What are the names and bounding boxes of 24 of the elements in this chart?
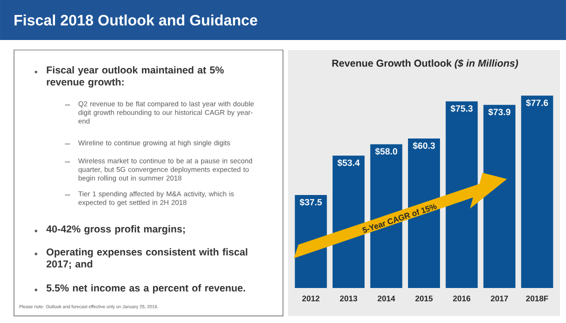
bar (521, 96, 554, 288)
text: Operating expenses consistent with fiscal 2017; and (46, 248, 248, 269)
data-label: $58.0 (375, 148, 398, 156)
annotation: 5-Year CAGR of 15% (362, 204, 437, 233)
x-tick-label: 2018F (526, 296, 548, 302)
data-label: $75.3 (450, 104, 473, 112)
data-label: $77.6 (526, 99, 548, 107)
x-tick-label: 2015 (415, 296, 433, 302)
data-label: $73.9 (488, 108, 510, 116)
x-tick-label: 2017 (490, 296, 508, 302)
data-label: $53.4 (337, 159, 360, 167)
data-label: $60.3 (412, 142, 435, 150)
x-tick-label: 2012 (302, 296, 320, 302)
text: 5.5% net income as a percent of revenue. (46, 284, 246, 294)
text: Fiscal 2018 Outlook and Guidance (14, 14, 258, 26)
chart-subtitle: Revenue Growth Outlook ($ in Millions) (332, 59, 518, 69)
bar (483, 104, 516, 288)
bar (446, 101, 478, 288)
x-tick-label: 2013 (340, 296, 358, 302)
text: 40-42% gross profit margins; (46, 225, 185, 235)
text: Fiscal year outlook maintained at 5% revenue growth: (46, 66, 224, 88)
x-tick-label: 2016 (453, 296, 470, 302)
data-label: $37.5 (300, 198, 322, 206)
x-tick-label: 2014 (378, 296, 396, 302)
